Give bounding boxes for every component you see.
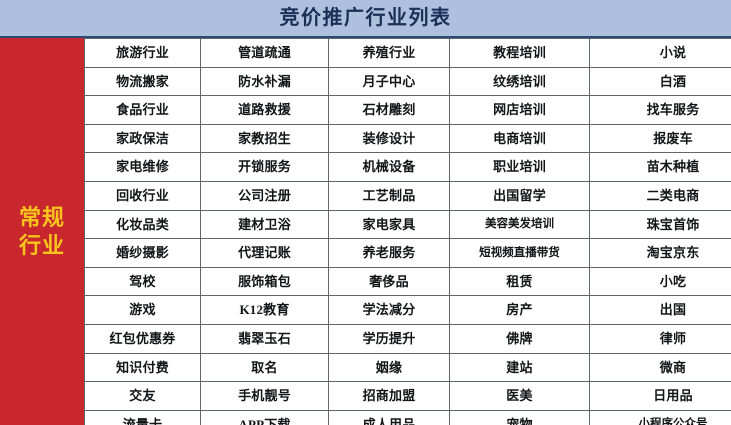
industry-cell[interactable]: 出国 [589,295,731,325]
industry-cell[interactable]: 回收行业 [84,180,201,211]
industry-cell[interactable]: APP下载 [200,409,329,425]
industry-cell[interactable]: 月子中心 [328,66,450,97]
industry-cell[interactable]: 防水补漏 [200,66,329,97]
industry-cell[interactable]: 纹绣培训 [449,66,590,97]
industry-cell[interactable]: 小吃 [589,266,731,297]
industry-cell[interactable]: 奢侈品 [328,266,450,297]
industry-table-container: 旅游行业 管道疏通 养殖行业 教程培训 小说 物流搬家 防水补漏 月子中心 纹绣培训 白酒 食品行业… [84,38,731,425]
industry-cell[interactable]: 化妆品类 [84,209,201,240]
category-sidebar: 常规行业 [0,38,84,425]
industry-table: 旅游行业 管道疏通 养殖行业 教程培训 小说 物流搬家 防水补漏 月子中心 纹绣培训 白酒 食品行业… [84,38,731,425]
table-row: 知识付费 取名 姻缘 建站 微商 [84,352,731,383]
industry-cell[interactable]: 装修设计 [328,123,450,154]
industry-cell[interactable]: 美容美发培训 [449,209,590,240]
industry-cell[interactable]: 旅游行业 [84,38,201,68]
industry-cell[interactable]: 招商加盟 [328,381,450,411]
industry-table-body: 旅游行业 管道疏通 养殖行业 教程培训 小说 物流搬家 防水补漏 月子中心 纹绣培训 白酒 食品行业… [84,38,731,425]
industry-cell[interactable]: 佛牌 [449,323,590,354]
table-row: 物流搬家 防水补漏 月子中心 纹绣培训 白酒 [84,66,731,97]
page-title-banner: 竞价推广行业列表 [0,0,731,38]
industry-cell[interactable]: 宠物 [449,409,590,425]
table-row: 交友 手机靓号 招商加盟 医美 日用品 [84,381,731,411]
industry-cell[interactable]: 食品行业 [84,95,201,125]
industry-cell[interactable]: 珠宝首饰 [589,209,731,240]
industry-cell[interactable]: 知识付费 [84,352,201,383]
industry-cell[interactable]: 建材卫浴 [200,209,329,240]
industry-cell[interactable]: 服饰箱包 [200,266,329,297]
industry-cell[interactable]: 小说 [589,38,731,68]
industry-cell[interactable]: 家电维修 [84,152,201,182]
table-row: 旅游行业 管道疏通 养殖行业 教程培训 小说 [84,38,731,68]
industry-cell[interactable]: 管道疏通 [200,38,329,68]
industry-cell[interactable]: 手机靓号 [200,381,329,411]
industry-cell[interactable]: 学法减分 [328,295,450,325]
industry-cell[interactable]: 电商培训 [449,123,590,154]
industry-cell[interactable]: 淘宝京东 [589,238,731,268]
industry-cell[interactable]: 交友 [84,381,201,411]
page-title: 竞价推广行业列表 [279,7,452,29]
industry-cell[interactable]: 姻缘 [328,352,450,383]
industry-cell[interactable]: 建站 [449,352,590,383]
industry-cell[interactable]: 微商 [589,352,731,383]
industry-cell[interactable]: 养老服务 [328,238,450,268]
industry-cell[interactable]: 教程培训 [449,38,590,68]
industry-cell[interactable]: 翡翠玉石 [200,323,329,354]
table-row: 游戏 K12教育 学法减分 房产 出国 [84,295,731,325]
industry-cell[interactable]: 机械设备 [328,152,450,182]
table-row: 驾校 服饰箱包 奢侈品 租赁 小吃 [84,266,731,297]
industry-cell[interactable]: 网店培训 [449,95,590,125]
table-row: 红包优惠券 翡翠玉石 学历提升 佛牌 律师 [84,323,731,354]
table-row: 化妆品类 建材卫浴 家电家具 美容美发培训 珠宝首饰 [84,209,731,240]
industry-cell[interactable]: 日用品 [589,381,731,411]
table-row: 流量卡 APP下载 成人用品 宠物 小程序公众号 [84,409,731,425]
category-sidebar-label: 常规行业 [18,205,65,258]
industry-cell[interactable]: 二类电商 [589,180,731,211]
industry-cell[interactable]: 驾校 [84,266,201,297]
industry-cell[interactable]: 小程序公众号 [589,409,731,425]
industry-cell[interactable]: 养殖行业 [328,38,450,68]
table-row: 食品行业 道路救援 石材雕刻 网店培训 找车服务 [84,95,731,125]
industry-cell[interactable]: 医美 [449,381,590,411]
industry-cell[interactable]: 公司注册 [200,180,329,211]
industry-cell[interactable]: 房产 [449,295,590,325]
industry-cell[interactable]: 家教招生 [200,123,329,154]
industry-cell[interactable]: 家电家具 [328,209,450,240]
table-row: 家政保洁 家教招生 装修设计 电商培训 报废车 [84,123,731,154]
industry-cell[interactable]: 学历提升 [328,323,450,354]
industry-cell[interactable]: 租赁 [449,266,590,297]
table-row: 婚纱摄影 代理记账 养老服务 短视频直播带货 淘宝京东 [84,238,731,268]
industry-cell[interactable]: 短视频直播带货 [449,238,590,268]
industry-cell[interactable]: 物流搬家 [84,66,201,97]
industry-cell[interactable]: 白酒 [589,66,731,97]
industry-cell[interactable]: 代理记账 [200,238,329,268]
industry-cell[interactable]: 红包优惠券 [84,323,201,354]
industry-cell[interactable]: 流量卡 [84,409,201,425]
industry-cell[interactable]: 道路救援 [200,95,329,125]
industry-cell[interactable]: 职业培训 [449,152,590,182]
industry-cell[interactable]: 家政保洁 [84,123,201,154]
industry-cell[interactable]: 出国留学 [449,180,590,211]
industry-cell[interactable]: 苗木种植 [589,152,731,182]
table-row: 回收行业 公司注册 工艺制品 出国留学 二类电商 [84,180,731,211]
industry-cell[interactable]: 婚纱摄影 [84,238,201,268]
industry-cell[interactable]: 开锁服务 [200,152,329,182]
industry-cell[interactable]: 找车服务 [589,95,731,125]
industry-cell[interactable]: 游戏 [84,295,201,325]
industry-cell[interactable]: 取名 [200,352,329,383]
industry-cell[interactable]: 报废车 [589,123,731,154]
industry-cell[interactable]: K12教育 [200,295,329,325]
industry-cell[interactable]: 工艺制品 [328,180,450,211]
industry-cell[interactable]: 成人用品 [328,409,450,425]
table-row: 家电维修 开锁服务 机械设备 职业培训 苗木种植 [84,152,731,182]
industry-cell[interactable]: 石材雕刻 [328,95,450,125]
industry-cell[interactable]: 律师 [589,323,731,354]
